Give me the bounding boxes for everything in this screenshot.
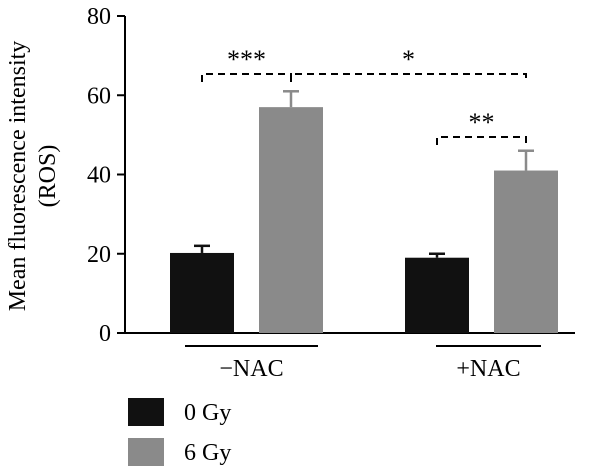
y-tick-label-80: 80 bbox=[87, 4, 111, 30]
legend-label-6-gy: 6 Gy bbox=[184, 440, 232, 466]
significance-bracket-2 bbox=[290, 73, 527, 82]
x-tick-label-plus-nac: +NAC bbox=[456, 356, 520, 382]
significance-bracket-1 bbox=[201, 73, 292, 82]
bar-minus-nac-6-gy bbox=[259, 107, 323, 333]
x-tick-label-minus-nac: −NAC bbox=[219, 356, 283, 382]
legend-swatch-0-gy bbox=[128, 398, 164, 426]
legend-label-0-gy: 0 Gy bbox=[184, 400, 232, 426]
y-tick-label-0: 0 bbox=[99, 321, 111, 347]
significance-label-3: ** bbox=[469, 108, 495, 137]
bar-plus-nac-6-gy bbox=[494, 170, 558, 333]
significance-label-2: * bbox=[402, 45, 415, 74]
y-tick-label-60: 60 bbox=[87, 83, 111, 109]
legend-swatch-6-gy bbox=[128, 438, 164, 466]
significance-label-1: *** bbox=[227, 45, 266, 74]
y-axis-title-line-1: Mean fluorescence intensity bbox=[5, 41, 31, 312]
y-axis-title: Mean fluorescence intensity (ROS) bbox=[5, 41, 61, 312]
y-tick-label-40: 40 bbox=[87, 163, 111, 189]
y-tick-label-20: 20 bbox=[87, 242, 111, 268]
bar-minus-nac-0-gy bbox=[170, 252, 234, 333]
bar-plus-nac-0-gy bbox=[405, 257, 469, 333]
y-axis-title-line-2: (ROS) bbox=[35, 145, 61, 208]
significance-bracket-3 bbox=[436, 136, 527, 145]
